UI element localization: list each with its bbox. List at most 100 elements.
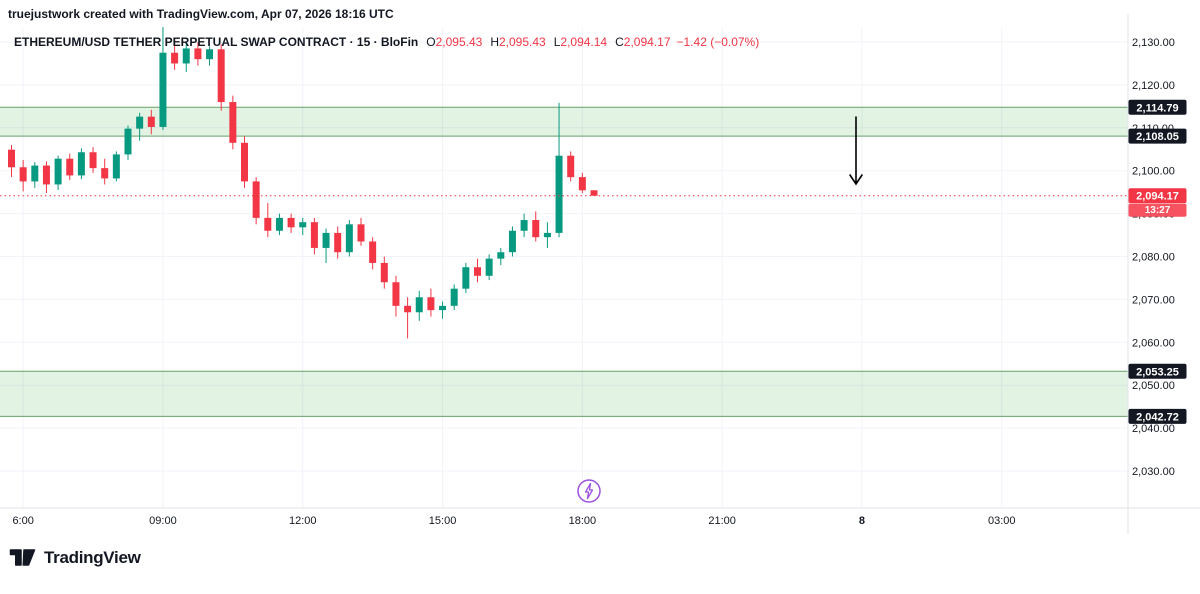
candle-body <box>334 232 342 253</box>
candle-body <box>369 241 377 263</box>
candle-body <box>357 224 365 242</box>
tradingview-logo-icon[interactable] <box>9 547 36 568</box>
high-label: H <box>490 35 499 49</box>
time-axis-label: 18:00 <box>569 515 597 527</box>
zone-price-badge-text: 2,114.79 <box>1136 102 1178 114</box>
candle-body <box>77 152 85 176</box>
candle-body <box>8 149 15 168</box>
zone-price-badge-text: 2,042.72 <box>1136 411 1179 423</box>
candle-body <box>124 128 132 155</box>
candle-body <box>404 305 412 313</box>
candle-body <box>287 217 295 228</box>
candle-body <box>136 116 144 129</box>
candle-body <box>415 297 423 313</box>
countdown-badge <box>1128 203 1187 217</box>
candle-body <box>310 222 318 248</box>
zone-price-badge <box>1128 363 1187 379</box>
lightning-bolt-icon[interactable] <box>584 482 594 500</box>
zone-price-badge <box>1128 99 1187 115</box>
candle-body <box>147 116 155 127</box>
candle-body <box>171 52 179 64</box>
candle-body <box>42 165 50 185</box>
close-value: 2,094.17 <box>623 35 671 49</box>
candle-body <box>427 297 435 311</box>
zone-price-badge-text: 2,053.25 <box>1136 366 1179 378</box>
candle-body <box>439 305 447 311</box>
low-value: 2,094.14 <box>560 35 608 49</box>
candle-body <box>66 158 74 176</box>
lightning-marker-circle[interactable] <box>577 479 601 503</box>
change-value: −1.42 (−0.07%) <box>676 35 760 49</box>
time-axis-label: 03:00 <box>988 515 1016 527</box>
price-axis[interactable] <box>1128 14 1200 534</box>
close-label: C <box>615 35 624 49</box>
candle-body <box>474 267 481 276</box>
candle-body <box>19 167 27 182</box>
candle-body <box>497 252 505 259</box>
candle-body <box>54 158 62 185</box>
candle-body <box>555 155 563 233</box>
current-price-badge <box>1128 188 1187 204</box>
time-axis-label: 15:00 <box>429 515 457 527</box>
candle-body <box>275 217 283 231</box>
price-axis-label: 2,080.00 <box>1132 252 1175 264</box>
time-axis-label: 8 <box>859 515 865 527</box>
price-axis-label: 2,130.00 <box>1132 37 1175 49</box>
time-axis-label: 09:00 <box>149 515 177 527</box>
candle-body <box>322 232 330 248</box>
time-axis[interactable] <box>0 508 1200 536</box>
candle-body <box>159 52 167 127</box>
candle-body <box>450 288 458 306</box>
candle-body <box>264 217 272 231</box>
candle-body <box>380 262 388 283</box>
candle-body <box>182 48 190 64</box>
candle-body <box>520 220 528 231</box>
candle-body <box>299 222 307 228</box>
candle-body <box>392 282 400 306</box>
supply-demand-zone <box>0 371 1128 417</box>
attribution-text: truejustwork created with TradingView.co… <box>8 7 394 21</box>
candle-body <box>508 230 516 253</box>
price-axis-label: 2,100.00 <box>1132 166 1175 178</box>
candle-body <box>532 220 540 238</box>
zone-price-badge <box>1128 128 1187 144</box>
candle-body <box>345 224 353 253</box>
low-label: L <box>553 35 561 49</box>
zone-price-badge-text: 2,108.05 <box>1136 131 1179 143</box>
open-label: O <box>426 35 436 49</box>
candle-body <box>252 181 260 218</box>
current-price-badge-text: 2,094.17 <box>1136 191 1179 203</box>
countdown-badge-text: 13:27 <box>1145 205 1171 216</box>
candle-body <box>590 190 598 196</box>
price-axis-label: 2,060.00 <box>1132 337 1175 349</box>
symbol-legend[interactable]: ETHEREUM/USD TETHER PERPETUAL SWAP CONTR… <box>14 35 759 49</box>
candle-body <box>543 232 551 238</box>
high-value: 2,095.43 <box>498 35 546 49</box>
candle-body <box>217 49 225 103</box>
price-axis-label: 2,120.00 <box>1132 80 1175 92</box>
candle-body <box>229 102 237 143</box>
candle-body <box>194 48 202 60</box>
price-axis-label: 2,070.00 <box>1132 294 1175 306</box>
candle-body <box>567 155 575 178</box>
zone-price-badge <box>1128 408 1187 424</box>
candle-body <box>112 154 120 179</box>
symbol-title[interactable]: ETHEREUM/USD TETHER PERPETUAL SWAP CONTR… <box>14 35 419 49</box>
down-arrow-drawing[interactable] <box>849 116 863 186</box>
tradingview-brand[interactable]: TradingView <box>44 547 141 567</box>
candle-body <box>101 168 109 179</box>
price-axis-label: 2,040.00 <box>1132 423 1175 435</box>
candle-body <box>462 267 470 289</box>
price-axis-label: 2,050.00 <box>1132 380 1175 392</box>
candle-body <box>206 49 214 60</box>
time-axis-label: 6:00 <box>12 515 33 527</box>
candle-body <box>241 142 248 182</box>
candle-body <box>578 177 586 191</box>
time-axis-label: 12:00 <box>289 515 317 527</box>
tradingview-footer: TradingView <box>9 547 141 568</box>
open-value: 2,095.43 <box>435 35 483 49</box>
candle-body <box>31 165 39 182</box>
candle-body <box>89 152 97 169</box>
